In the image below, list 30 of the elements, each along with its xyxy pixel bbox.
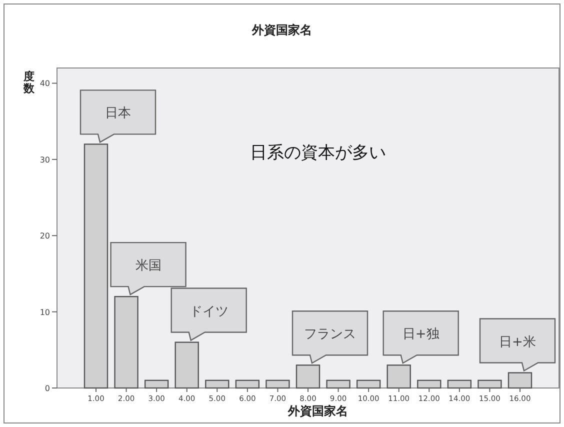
bar <box>84 144 108 389</box>
bar <box>326 380 350 389</box>
y-tick-label: 20 <box>40 232 50 241</box>
bar <box>296 364 320 389</box>
bar <box>144 380 169 389</box>
bar <box>447 380 472 389</box>
annotation: フランス <box>304 327 356 342</box>
bar <box>235 380 260 389</box>
bar <box>417 380 442 389</box>
y-tick-label: 10 <box>40 308 50 317</box>
annotation: 日本 <box>105 106 131 122</box>
y-tick-label: 30 <box>40 155 50 164</box>
bar <box>386 364 411 389</box>
annotation: 日系の資本が多い <box>250 143 386 163</box>
bar <box>114 296 138 389</box>
bar <box>356 380 381 389</box>
y-tick-label: 0 <box>44 384 50 393</box>
bar <box>508 372 532 389</box>
annotation: 日+米 <box>499 334 536 350</box>
bar <box>266 380 290 389</box>
y-axis-title: 度数 <box>22 70 36 95</box>
y-tick-label: 40 <box>40 79 50 88</box>
chart-title: 外資国家名 <box>251 23 312 37</box>
annotation: 日+独 <box>402 327 440 342</box>
x-axis-title: 外資国家名 <box>287 404 348 418</box>
annotation: 米国 <box>135 258 162 274</box>
bar <box>174 342 199 389</box>
annotation: ドイツ <box>189 304 228 320</box>
bar <box>478 380 502 389</box>
bar <box>205 380 230 389</box>
